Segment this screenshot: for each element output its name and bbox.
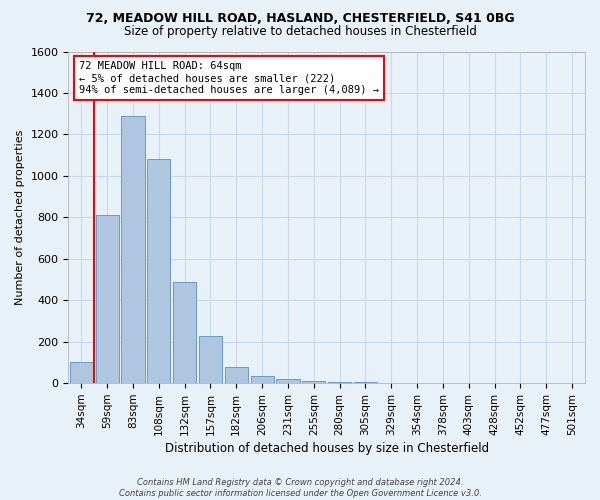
Bar xyxy=(224,366,248,383)
Text: Contains HM Land Registry data © Crown copyright and database right 2024.
Contai: Contains HM Land Registry data © Crown c… xyxy=(119,478,481,498)
Bar xyxy=(380,382,403,383)
Bar xyxy=(147,160,170,383)
Bar xyxy=(328,382,351,383)
Bar xyxy=(173,282,196,383)
Y-axis label: Number of detached properties: Number of detached properties xyxy=(15,130,25,305)
Bar xyxy=(199,336,222,383)
Text: 72, MEADOW HILL ROAD, HASLAND, CHESTERFIELD, S41 0BG: 72, MEADOW HILL ROAD, HASLAND, CHESTERFI… xyxy=(86,12,514,26)
Bar xyxy=(277,380,299,383)
Bar xyxy=(354,382,377,383)
Text: Size of property relative to detached houses in Chesterfield: Size of property relative to detached ho… xyxy=(124,25,476,38)
Bar xyxy=(70,362,93,383)
Bar xyxy=(251,376,274,383)
Bar xyxy=(95,216,119,383)
Bar xyxy=(121,116,145,383)
Bar xyxy=(302,381,325,383)
Text: 72 MEADOW HILL ROAD: 64sqm
← 5% of detached houses are smaller (222)
94% of semi: 72 MEADOW HILL ROAD: 64sqm ← 5% of detac… xyxy=(79,62,379,94)
X-axis label: Distribution of detached houses by size in Chesterfield: Distribution of detached houses by size … xyxy=(164,442,489,455)
